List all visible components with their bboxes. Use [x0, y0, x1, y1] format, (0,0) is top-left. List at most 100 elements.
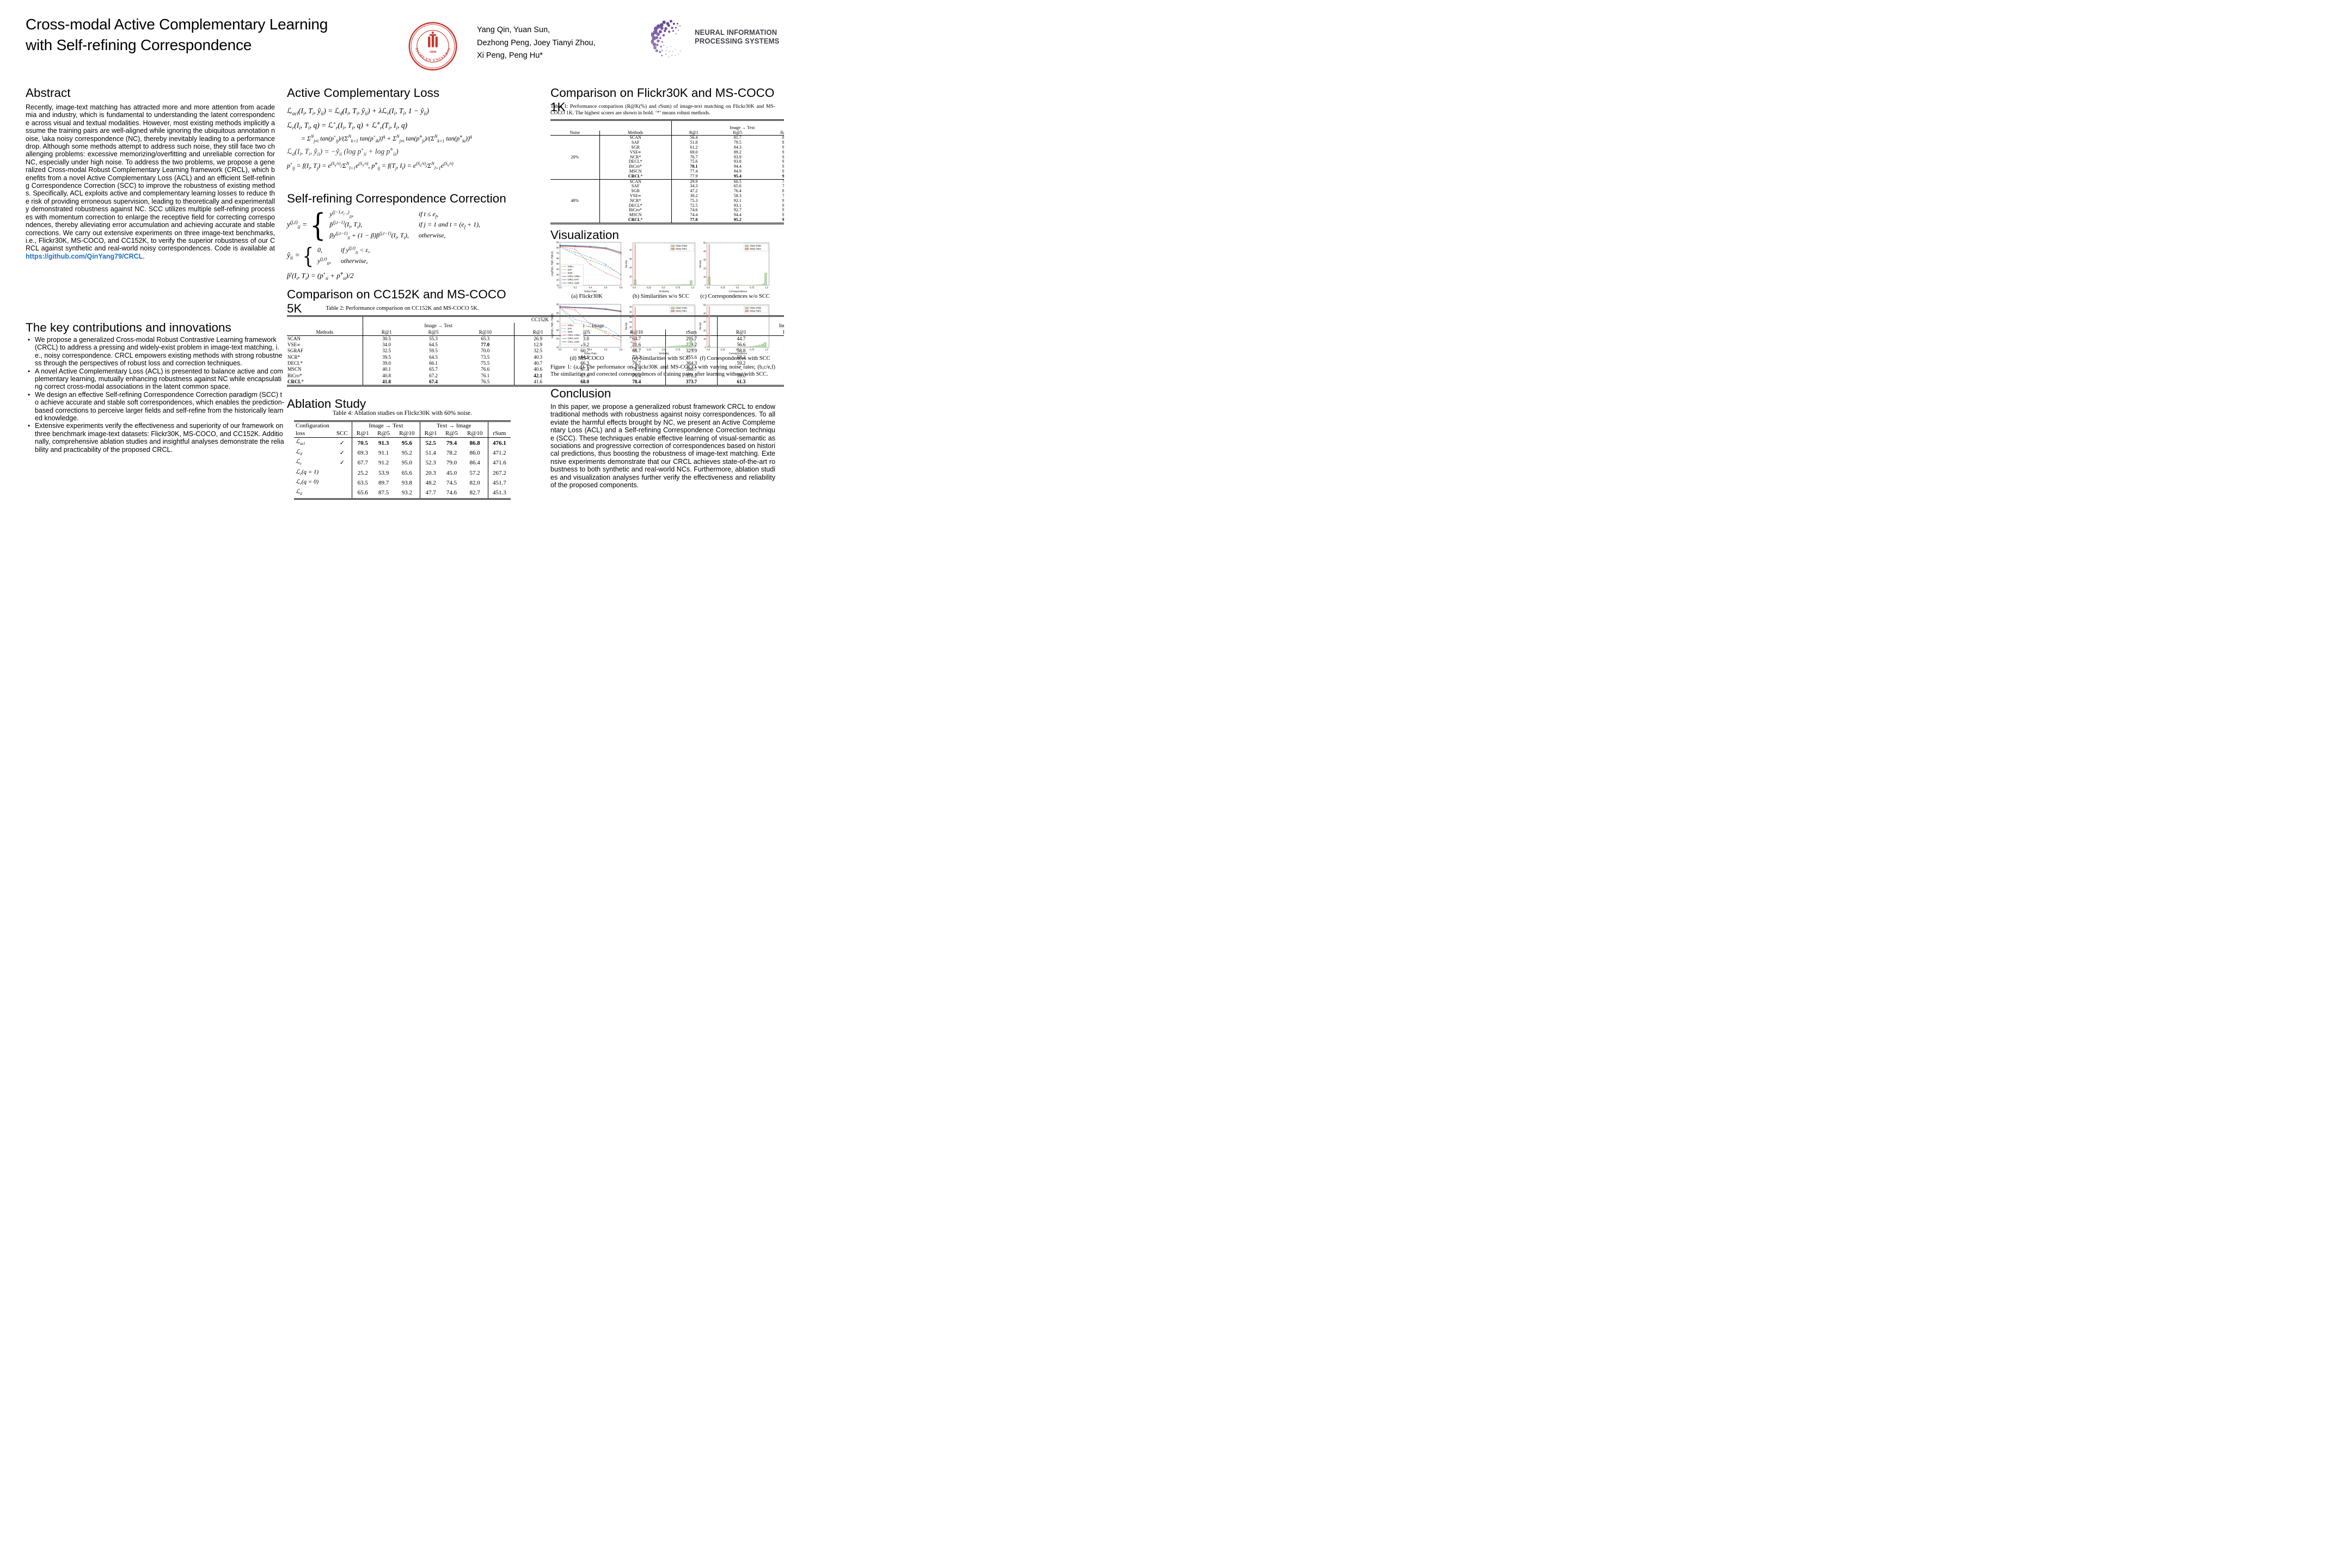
svg-text:30: 30 — [703, 259, 706, 261]
table-cell: 97.5 — [782, 164, 784, 169]
table-cell: 52.3 — [419, 458, 442, 468]
table-cell: 97.4 — [782, 159, 784, 164]
table-cell: 86.4 — [469, 460, 480, 467]
table-cell: DECL* — [599, 203, 672, 209]
table-cell: 76.4 — [632, 372, 641, 378]
table-cell: 82.7 — [469, 489, 480, 497]
table-cell: CRCL* — [287, 378, 304, 384]
svg-text:0.5: 0.5 — [736, 286, 739, 289]
table-cell: R@5 — [579, 329, 590, 335]
scc-case-equation-2: ŷii ={ 0, if y(j,t)ii < ε, y(j,t)ii, otherw… — [287, 242, 370, 269]
table-cell: 75.6 — [671, 160, 716, 165]
table-cell: 82.0 — [469, 480, 480, 487]
svg-text:90: 90 — [556, 241, 559, 244]
svg-text:10: 10 — [629, 275, 632, 278]
table-cell: R@1 — [351, 430, 373, 438]
table-cell: loss — [296, 430, 305, 437]
svg-text:1.0: 1.0 — [691, 348, 694, 351]
table-cell: 89.3 — [759, 135, 784, 141]
table-cell: 74.5 — [446, 480, 457, 487]
table-cell: 87.5 — [378, 489, 389, 497]
scc-final-equation: p̂t(Ii, Ti) = (p∘ii + p⋄ii)/2 — [287, 270, 354, 281]
table-cell: 40.8 — [362, 372, 411, 379]
subcaption-f: (f) Correspondences with SCC — [700, 356, 770, 362]
table-cell: 68.0 — [580, 378, 589, 384]
title-line-1: Cross-modal Active Complementary Learnin… — [26, 16, 328, 33]
table-cell: 471.6 — [487, 458, 511, 468]
table-cell: Image → Text — [717, 323, 784, 329]
svg-text:60: 60 — [556, 257, 559, 260]
table-cell: 76.5 — [481, 378, 490, 384]
table-cell: CC152K — [362, 316, 718, 323]
svg-text:Density: Density — [699, 322, 702, 330]
table-cell: 76.1 — [481, 372, 490, 378]
table-cell: 26.9 — [513, 335, 562, 342]
svg-text:20: 20 — [703, 329, 706, 332]
table-cell: 40% — [550, 179, 600, 224]
neurips-dots-icon — [651, 20, 681, 58]
table-cell: rSum — [487, 430, 511, 438]
table-cell: 84.3 — [733, 144, 742, 150]
table-cell: ℒr(q = 1) — [296, 468, 319, 476]
table1-caption: Table 1: Performance comparison (R@K(%) … — [550, 103, 775, 116]
table-cell: 60.5 — [715, 179, 759, 185]
neurips-logo-text: NEURAL INFORMATION PROCESSING SYSTEMS — [695, 28, 780, 45]
svg-text:70: 70 — [556, 252, 559, 254]
table-cell: 40.1 — [362, 366, 411, 373]
table-cell: 76.3 — [632, 366, 641, 372]
table-cell: 84.4 — [765, 373, 784, 379]
code-repository-link[interactable]: https://github.com/QinYang79/CRCL — [26, 252, 143, 260]
table-cell: ✓ — [332, 437, 352, 448]
table-cell: 55.3 — [410, 335, 457, 342]
table-cell: 34.3 — [671, 184, 716, 189]
table-cell: 77.4 — [671, 169, 716, 174]
svg-text:0.5: 0.5 — [662, 348, 665, 351]
table-cell: 75.3 — [671, 198, 716, 204]
table-cell: 68.7 — [632, 348, 641, 354]
table-cell: SGR — [599, 145, 672, 150]
table-cell: 95.0 — [401, 460, 412, 467]
table-cell: 58.2 — [717, 354, 765, 361]
table-cell: 70.5 — [351, 437, 373, 448]
table-cell: 59.0 — [717, 372, 765, 379]
table-cell: 47.7 — [419, 488, 442, 499]
svg-text:80: 80 — [556, 311, 559, 314]
svg-text:40: 40 — [556, 268, 559, 271]
table-cell: Configuration — [296, 422, 329, 429]
table-cell: R@10 — [479, 329, 492, 335]
table-cell: 57.2 — [469, 469, 480, 476]
table-cell: 96.2 — [782, 207, 784, 213]
table-cell: 32.5 — [513, 348, 562, 354]
table-cell: 91.1 — [378, 449, 389, 456]
svg-text:50: 50 — [703, 304, 706, 307]
table-cell: CRCL* — [599, 217, 672, 224]
table-cell: 69.3 — [351, 448, 373, 458]
svg-text:VSE∞: VSE∞ — [568, 324, 574, 327]
table-cell: ℒacl — [294, 437, 333, 448]
contribution-item: A novel Active Complementary Loss (ACL) … — [28, 367, 284, 391]
table-cell: 61.2 — [671, 145, 716, 150]
table-cell: 59.5 — [429, 348, 438, 354]
table-cell: 56.4 — [671, 135, 716, 141]
svg-text:10: 10 — [703, 338, 706, 340]
svg-text:SAF: SAF — [568, 327, 572, 330]
author-list: Yang Qin, Yuan Sun, Dezhong Peng, Joey T… — [477, 24, 596, 63]
svg-text:25: 25 — [629, 321, 632, 323]
subcaption-b: (b) Similarities w/o SCC — [632, 293, 690, 299]
subcaption-a: (a) Flickr30K — [571, 293, 603, 299]
acl-heading: Active Complementary Loss — [287, 86, 440, 100]
svg-text:30: 30 — [629, 316, 632, 318]
table-cell: 92.7 — [733, 207, 742, 213]
table-cell: Methods — [316, 329, 334, 335]
equation: ℒacl(Ii, Ti, ŷii) = ℒd(Ii, Ti, ŷii) + λℒ… — [287, 107, 430, 117]
table-cell: 65.6 — [401, 469, 412, 476]
svg-text:Avg(R@1, R@5, R@10): Avg(R@1, R@5, R@10) — [551, 313, 554, 338]
svg-text:35: 35 — [629, 311, 632, 314]
curly-brace-icon: { — [302, 242, 314, 269]
svg-text:CRCL-VSE∞: CRCL-VSE∞ — [568, 334, 581, 336]
svg-text:0.75: 0.75 — [676, 348, 681, 351]
table-cell: R@5 — [377, 430, 390, 437]
table-cell: 67.4 — [429, 378, 438, 384]
table-cell: 44.7 — [717, 335, 765, 342]
contribution-item: We propose a generalized Cross-modal Rob… — [28, 336, 284, 367]
